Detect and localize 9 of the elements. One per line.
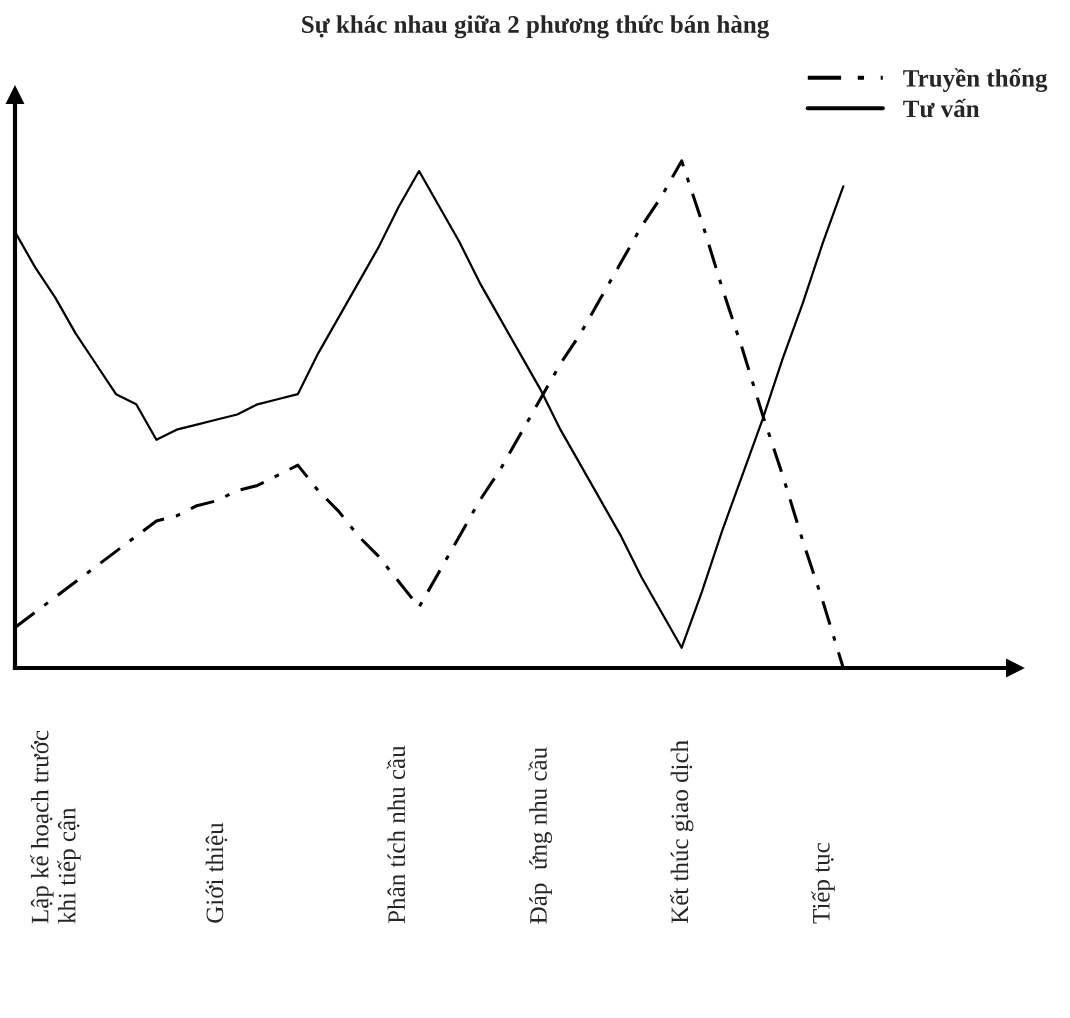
x-tick-label: Tiếp tục xyxy=(811,843,835,924)
legend-label: Truyền thống xyxy=(903,68,1048,93)
x-tick-label: Phân tích nhu cầu xyxy=(386,745,406,924)
x-tick-label: Kết thúc giao dịch xyxy=(669,740,694,924)
x-tick-label: Giới thiệu xyxy=(205,822,228,923)
chart-title: Sự khác nhau giữa 2 phương thức bán hàng xyxy=(302,15,769,39)
x-tick-label: Đáp ứng nhu cầu xyxy=(528,747,552,924)
legend-label: Tư vấn xyxy=(903,98,980,118)
x-tick-label: Lập kế hoạch trước khi tiếp cận xyxy=(30,730,81,924)
